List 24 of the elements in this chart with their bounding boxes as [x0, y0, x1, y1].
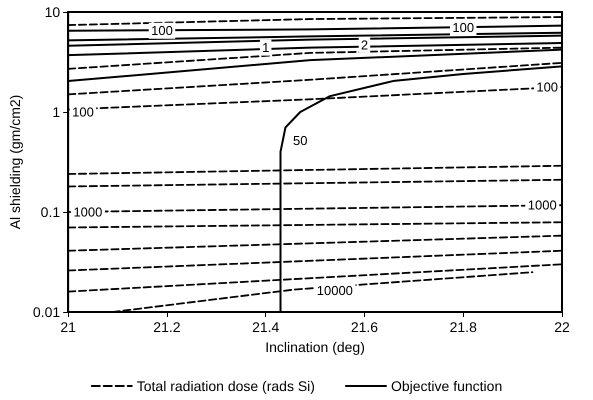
annotation: 100	[72, 104, 94, 120]
annotation: 2	[360, 37, 368, 52]
annotation: 10000	[316, 282, 353, 298]
annotation: 1	[262, 40, 270, 56]
annotation: 100	[536, 79, 558, 94]
y-axis-title: Al shielding (gm/cm2)	[7, 94, 23, 230]
annotation: 50	[293, 132, 308, 148]
x-tick-label: 21	[60, 319, 76, 335]
x-tick-label: 21.4	[252, 319, 280, 335]
x-tick-label: 21.2	[153, 319, 181, 335]
legend-label: Total radiation dose (rads Si)	[136, 378, 315, 394]
annotation: 100	[151, 23, 173, 38]
y-tick-label: 10	[44, 4, 60, 20]
y-tick-label: 0.1	[40, 204, 60, 220]
x-tick-label: 21.8	[450, 319, 478, 335]
x-axis-title: Inclination (deg)	[265, 339, 365, 355]
y-tick-label: 0.01	[32, 304, 60, 320]
annotation: 1000	[528, 198, 557, 213]
annotation: 100	[452, 20, 474, 35]
x-tick-label: 21.6	[350, 319, 378, 335]
legend-label: Objective function	[390, 378, 502, 394]
x-tick-label: 22	[554, 319, 570, 335]
y-tick-label: 1	[52, 104, 60, 120]
annotation: 1000	[73, 204, 102, 220]
